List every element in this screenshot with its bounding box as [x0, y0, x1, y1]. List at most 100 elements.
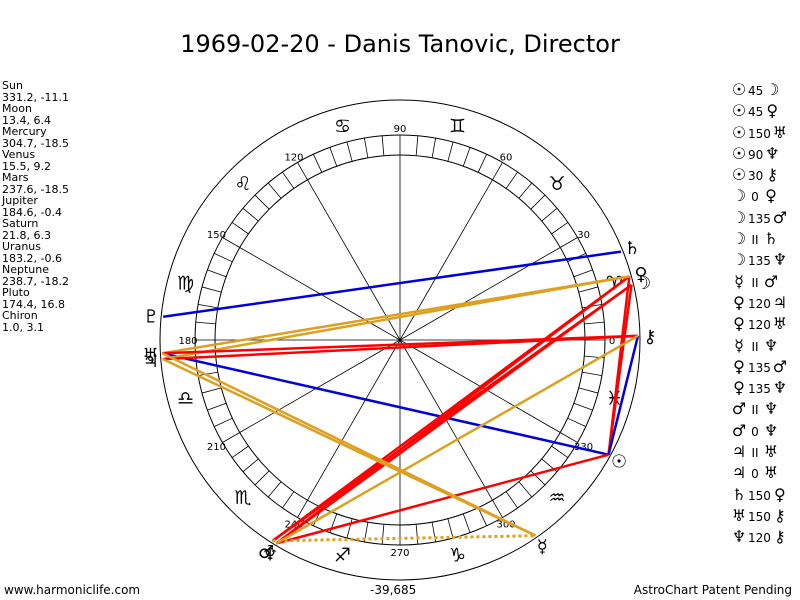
aspect-row: ☿ II ♆ [730, 336, 789, 357]
aspect-planet-2: ♀ [766, 101, 779, 121]
ring-tick [207, 402, 227, 411]
aspect-planet-2: ♀ [774, 484, 786, 504]
aspect-planet-1: ☿ [734, 271, 744, 291]
ring-tick [346, 141, 353, 162]
zodiac-sign-icon: ♑ [449, 544, 466, 566]
aspect-planet-1: ♃ [731, 442, 747, 462]
planet-coords-venus: 15.5, 9.2 [2, 159, 51, 173]
ring-tick [198, 304, 218, 309]
aspect-planet-2: ♆ [763, 399, 779, 419]
ring-tick [282, 491, 295, 509]
aspect-row: ☿ II ♂ [730, 272, 789, 293]
aspect-angle: 135 [748, 382, 771, 397]
ring-tick [447, 141, 454, 162]
ring-tick [530, 194, 546, 210]
ring-tick [584, 321, 605, 325]
footer-value: -39,685 [370, 583, 417, 597]
degree-label: 330 [574, 442, 593, 453]
planet-coords-pluto: 174.4, 16.8 [2, 297, 65, 311]
ring-tick [267, 182, 282, 199]
planet-name-sun: Sun [2, 79, 23, 92]
planet-coords-moon: 13.4, 6.4 [2, 113, 51, 127]
aspect-angle: 0 [751, 190, 759, 205]
ring-tick [447, 518, 454, 539]
aspect-row: ♀ 135 ♆ [730, 378, 789, 399]
aspect-planet-2: ♂ [772, 207, 788, 227]
patent-notice: AstroChart Patent Pending [633, 583, 792, 597]
ring-tick [582, 371, 602, 376]
aspect-planet-2: ⚷ [774, 527, 786, 547]
ring-tick [505, 171, 518, 189]
zodiac-sign-icon: ♌ [234, 173, 251, 195]
ring-tick [551, 445, 569, 458]
website-link[interactable]: www.harmoniclife.com [4, 583, 141, 597]
aspect-planet-2: ♆ [772, 250, 788, 270]
ring-tick [231, 222, 249, 235]
aspect-row: ☽ 135 ♆ [730, 250, 789, 271]
ring-tick [214, 417, 233, 427]
planet-name-chiron: Chiron [2, 309, 38, 322]
ring-tick [573, 402, 593, 411]
aspect-row: ☉ 90 ♆ [730, 144, 789, 165]
mercury-icon: ☿ [537, 537, 548, 558]
ring-tick [567, 417, 586, 427]
aspect-row: ♆ 120 ⚷ [730, 527, 789, 548]
aspect-planet-1: ♂ [731, 399, 747, 419]
saturn-icon: ♄ [624, 238, 640, 259]
ring-tick [207, 269, 227, 278]
planet-coords-jupiter: 184.6, -0.4 [2, 205, 62, 219]
aspect-planet-1: ☉ [731, 101, 747, 121]
chiron-icon: ⚷ [643, 327, 656, 348]
aspect-row: ♂ II ♆ [730, 399, 789, 420]
ring-tick [329, 147, 338, 167]
jupiter-icon: ♃ [143, 351, 159, 372]
pluto-icon: ♇ [143, 307, 159, 328]
ring-tick [477, 507, 487, 526]
degree-label: 210 [207, 442, 226, 453]
aspect-angle: 0 [751, 424, 759, 439]
aspect-row: ♅ 150 ⚷ [730, 506, 789, 527]
ring-tick [477, 154, 487, 173]
aspect-line [162, 334, 639, 361]
ring-tick [505, 491, 518, 509]
aspect-row: ☽ 0 ♀ [730, 186, 789, 207]
aspect-planet-1: ☉ [731, 165, 747, 185]
aspect-planet-2: ☽ [765, 80, 780, 99]
ring-tick [222, 237, 240, 248]
ring-tick [415, 524, 419, 545]
degree-label: 90 [394, 124, 407, 135]
ring-tick [492, 162, 503, 180]
aspect-row: ♃ II ♅ [730, 442, 789, 463]
ring-tick [222, 432, 240, 443]
aspect-row: ☽ II ♄ [730, 229, 789, 250]
aspect-row: ♄ 150 ♀ [730, 485, 789, 506]
aspect-planet-1: ☿ [734, 335, 744, 355]
ring-tick [201, 387, 222, 394]
planet-name-moon: Moon [2, 102, 32, 115]
zodiac-sign-icon: ♍ [177, 273, 194, 295]
aspect-angle: 150 [748, 126, 771, 141]
planet-coords-sun: 331.2, -11.1 [2, 90, 69, 104]
planet-name-mercury: Mercury [2, 125, 47, 138]
aspect-row: ☉ 45 ♀ [730, 101, 789, 122]
aspect-planet-1: ☉ [731, 80, 747, 99]
aspect-planet-2: ⚷ [766, 165, 779, 185]
aspect-row: ☽ 135 ♂ [730, 208, 789, 229]
aspect-angle: 120 [748, 531, 771, 546]
ring-tick [346, 518, 353, 539]
aspect-planet-1: ☽ [731, 250, 747, 270]
ring-tick [415, 135, 419, 156]
zodiac-sign-icon: ♒ [548, 487, 565, 509]
moon-icon: ☽ [635, 273, 651, 294]
planet-name-venus: Venus [2, 148, 36, 161]
aspect-planet-2: ♂ [763, 271, 779, 291]
ring-tick [462, 513, 471, 533]
mars-icon: ♂ [258, 542, 274, 563]
aspect-planet-2: ♅ [763, 463, 779, 483]
ring-tick [518, 182, 533, 199]
outer-circle [159, 99, 641, 581]
aspect-planet-2: ⚷ [774, 505, 786, 525]
house-spoke [307, 179, 401, 341]
aspect-planet-1: ♆ [731, 527, 747, 547]
